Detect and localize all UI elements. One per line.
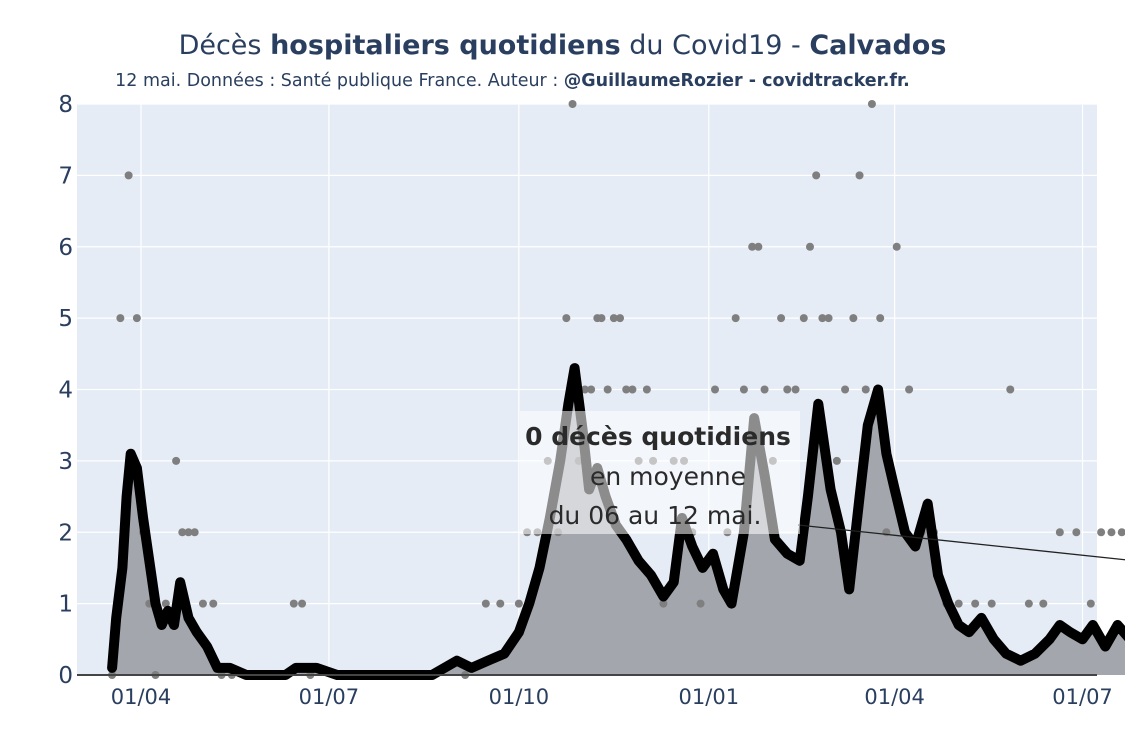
daily-death-point <box>580 385 589 394</box>
y-tick-label: 3 <box>58 449 73 475</box>
daily-death-point <box>1006 385 1015 394</box>
daily-death-point <box>659 599 668 608</box>
daily-death-point <box>987 599 996 608</box>
subtitle-text: 12 mai. Données : Santé publique France.… <box>115 71 564 91</box>
daily-death-point <box>514 599 523 608</box>
daily-death-point <box>609 314 618 323</box>
subtitle-author: @GuillaumeRozier - covidtracker.fr. <box>563 71 910 91</box>
daily-death-point <box>824 314 833 323</box>
daily-death-point <box>298 599 307 608</box>
daily-death-point <box>805 242 814 251</box>
y-tick-label: 8 <box>58 92 73 118</box>
annotation-box: 0 décès quotidiens en moyenne du 06 au 1… <box>520 411 800 534</box>
y-axis-ticks: 0 1 2 3 4 5 6 7 8 <box>58 92 73 689</box>
daily-death-point <box>1024 599 1033 608</box>
daily-death-point <box>116 314 125 323</box>
daily-death-point <box>161 599 170 608</box>
chart-subtitle: 12 mai. Données : Santé publique France.… <box>0 71 1025 91</box>
x-axis-ticks: 01/0401/0701/1001/0101/0401/0701/1001/01… <box>111 685 1113 709</box>
daily-death-point <box>841 385 850 394</box>
annotation-background <box>520 411 800 534</box>
daily-death-point <box>1055 528 1064 537</box>
annotation-line-3: du 06 au 12 mai. <box>549 501 762 530</box>
daily-death-point <box>1039 599 1048 608</box>
daily-death-point <box>198 599 207 608</box>
y-tick-label: 7 <box>58 163 73 189</box>
daily-death-point <box>905 385 914 394</box>
daily-death-point <box>783 385 792 394</box>
x-tick-label: 01/07 <box>299 685 360 709</box>
daily-death-point <box>731 314 740 323</box>
y-tick-label: 1 <box>58 592 73 618</box>
y-tick-label: 0 <box>58 663 73 689</box>
daily-death-point <box>711 385 720 394</box>
daily-death-point <box>971 599 980 608</box>
daily-death-point <box>867 100 876 108</box>
daily-death-point <box>1117 528 1125 537</box>
daily-death-point <box>209 599 218 608</box>
daily-death-point <box>832 456 841 465</box>
daily-death-point <box>178 528 187 537</box>
title-bold: hospitaliers quotidiens <box>270 30 621 61</box>
y-tick-label: 4 <box>58 378 73 404</box>
daily-death-point <box>628 385 637 394</box>
chart-title: Décès hospitaliers quotidiens du Covid19… <box>0 30 1125 61</box>
annotation-line-2: en moyenne <box>590 462 746 491</box>
daily-death-point <box>855 171 864 180</box>
daily-death-point <box>791 385 800 394</box>
annotation-bold-line: 0 décès quotidiens <box>525 422 791 451</box>
y-tick-label: 6 <box>58 235 73 261</box>
daily-death-point <box>1107 528 1116 537</box>
daily-death-point <box>812 171 821 180</box>
daily-death-point <box>849 314 858 323</box>
daily-death-point <box>876 314 885 323</box>
daily-death-point <box>616 314 625 323</box>
daily-death-point <box>861 385 870 394</box>
daily-death-point <box>1086 599 1095 608</box>
x-tick-label: 01/04 <box>111 685 172 709</box>
daily-death-point <box>132 314 141 323</box>
daily-death-point <box>603 385 612 394</box>
daily-death-point <box>124 171 133 180</box>
y-tick-label: 5 <box>58 306 73 332</box>
daily-death-point <box>597 314 606 323</box>
moving-average-area <box>112 368 1125 675</box>
x-tick-label: 01/07 <box>1052 685 1113 709</box>
daily-death-point <box>562 314 571 323</box>
daily-death-point <box>892 242 901 251</box>
daily-death-point <box>754 242 763 251</box>
daily-death-point <box>190 528 199 537</box>
daily-death-point <box>760 385 769 394</box>
daily-death-point <box>954 599 963 608</box>
x-tick-label: 01/04 <box>864 685 925 709</box>
daily-death-point <box>496 599 505 608</box>
x-tick-label: 01/10 <box>489 685 550 709</box>
title-region: Calvados <box>809 30 947 61</box>
daily-death-point <box>818 314 827 323</box>
y-tick-label: 2 <box>58 520 73 546</box>
title-part-2: du Covid19 - <box>620 30 810 61</box>
daily-deaths-points <box>108 100 1125 679</box>
daily-death-point <box>481 599 490 608</box>
daily-death-point <box>1097 528 1106 537</box>
x-tick-label: 01/01 <box>679 685 740 709</box>
daily-death-point <box>739 385 748 394</box>
daily-death-point <box>748 242 757 251</box>
daily-death-point <box>184 528 193 537</box>
title-part-1: Décès <box>178 30 271 61</box>
daily-death-point <box>1072 528 1081 537</box>
daily-death-point <box>799 314 808 323</box>
daily-death-point <box>696 599 705 608</box>
daily-death-point <box>289 599 298 608</box>
daily-death-point <box>622 385 631 394</box>
daily-death-point <box>172 456 181 465</box>
daily-death-point <box>587 385 596 394</box>
daily-death-point <box>642 385 651 394</box>
annotation-connector <box>797 524 1125 561</box>
daily-death-point <box>777 314 786 323</box>
daily-death-point <box>568 100 577 108</box>
